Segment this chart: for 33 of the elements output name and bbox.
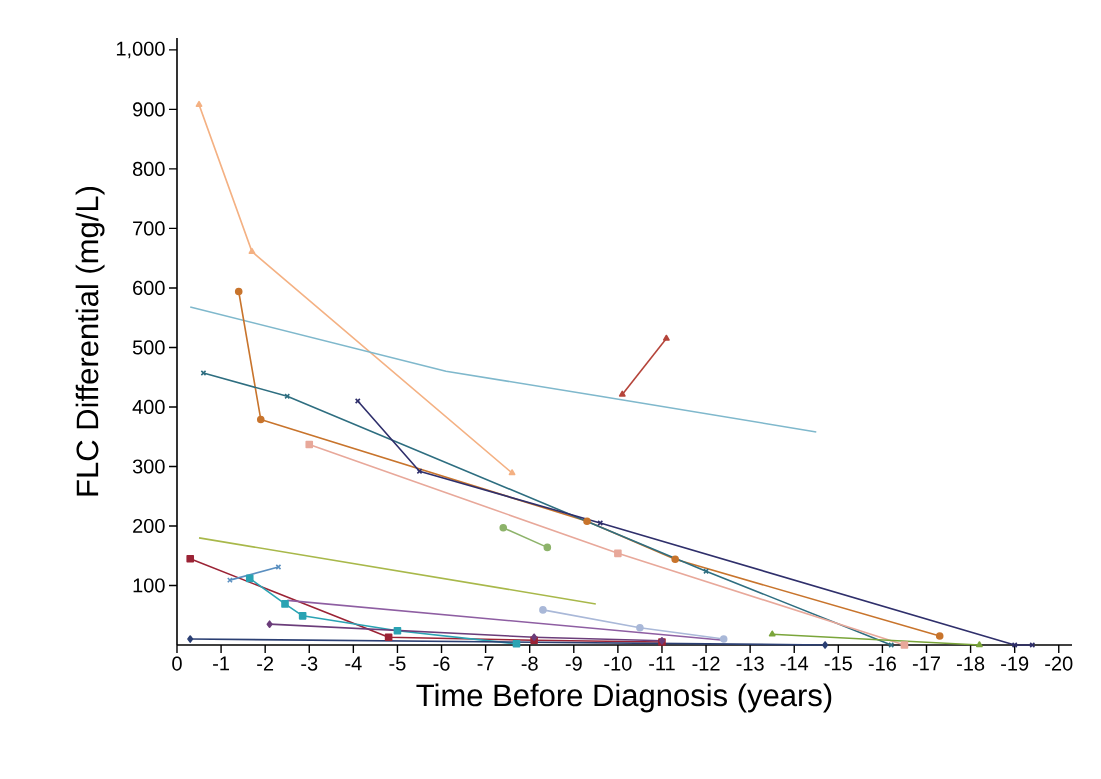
y-tick-label: 300	[132, 459, 165, 474]
x-tick-label: -17	[912, 656, 940, 671]
y-tick-label: 1,000	[116, 41, 165, 59]
y-tick-label: 700	[133, 221, 165, 236]
x-tick-label: -12	[692, 656, 720, 671]
x-tick-label: -7	[477, 656, 494, 671]
x-tick-label: 0	[172, 656, 182, 671]
x-tick-label: -9	[565, 656, 582, 671]
y-tick-label: 200	[133, 518, 165, 534]
x-tick-label: -19	[1001, 656, 1029, 671]
x-tick-label: -18	[957, 656, 985, 671]
x-tick-label: -15	[824, 656, 852, 671]
x-tick-label: -1	[213, 656, 229, 671]
x-tick-label: -10	[604, 656, 632, 671]
x-tick-label: -6	[433, 656, 450, 671]
x-tick-label: -5	[389, 656, 406, 671]
x-tick-label: -4	[345, 656, 362, 671]
x-tick-label: -8	[521, 656, 538, 671]
y-tick-label: 900	[133, 102, 165, 117]
x-tick-label: -14	[780, 656, 809, 671]
x-tick-label: -3	[301, 656, 318, 671]
y-tick-label: 600	[133, 280, 165, 295]
x-tick-label: -16	[868, 656, 896, 671]
y-tick-label: 500	[132, 340, 165, 355]
y-tick-label: 400	[132, 399, 165, 415]
x-tick-label: -20	[1045, 656, 1073, 671]
x-axis-title: Time Before Diagnosis (years)	[416, 683, 832, 713]
x-tick-label: -2	[257, 656, 274, 671]
y-tick-label: 800	[132, 161, 165, 176]
y-axis-title: FLC Differential (mg/L)	[75, 186, 105, 496]
y-tick-label: 100	[133, 578, 165, 593]
x-tick-label: -13	[736, 656, 764, 671]
x-tick-label: -11	[649, 656, 675, 671]
